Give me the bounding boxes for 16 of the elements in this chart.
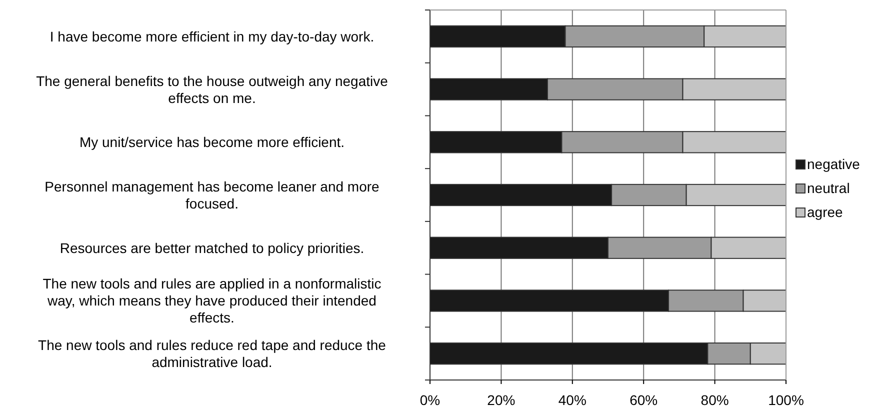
x-tick-label: 0%: [420, 392, 440, 408]
x-tick-label: 20%: [487, 392, 516, 408]
y-tick-label: The general benefits to the house outweigh any negative effects on me.: [36, 72, 388, 106]
y-tick-label: The new tools and rules are applied in a nonformalistic way, which means they have produced their intended effects.: [42, 276, 382, 326]
x-tick-label: 100%: [768, 392, 804, 408]
x-tick-label: 60%: [630, 392, 658, 408]
y-tick-label: My unit/service has become more efficient.: [79, 134, 345, 150]
y-tick-label: Personnel management has become leaner and more focused.: [44, 178, 380, 212]
y-tick-label: Resources are better matched to policy priorities.: [60, 240, 364, 256]
y-tick-label: The new tools and rules reduce red tape and reduce the administrative load.: [38, 337, 386, 370]
y-tick-label: I have become more efficient in my day-to-day work.: [50, 28, 374, 44]
legend-label: negative: [807, 156, 860, 172]
legend-label: agree: [807, 204, 844, 220]
legend-label: neutral: [807, 180, 850, 196]
x-tick-label: 80%: [700, 392, 729, 408]
x-tick-label: 40%: [558, 392, 586, 408]
